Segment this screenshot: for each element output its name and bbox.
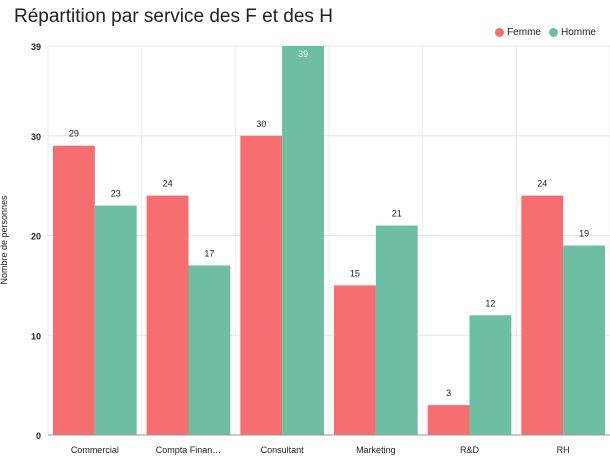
y-tick-label: 30 (31, 132, 41, 142)
data-label: 15 (350, 268, 360, 278)
data-label: 12 (485, 298, 495, 308)
bar-femme[interactable] (521, 195, 564, 435)
bar-homme[interactable] (563, 245, 605, 435)
data-label: 21 (392, 209, 402, 219)
bar-group (53, 46, 605, 435)
data-label: 3 (446, 388, 451, 398)
bar-homme[interactable] (188, 265, 231, 435)
data-label: 23 (111, 189, 121, 199)
x-tick-label: Compta Finan… (156, 445, 222, 455)
bar-homme[interactable] (94, 205, 137, 435)
bar-femme[interactable] (240, 135, 283, 435)
x-tick-label: R&D (460, 445, 480, 455)
legend-label-femme: Femme (507, 27, 541, 38)
data-labels: 29 23 24 17 30 39 15 21 3 12 24 19 (69, 49, 589, 398)
bar-homme[interactable] (282, 46, 324, 435)
legend-swatch-homme (548, 28, 558, 37)
x-tick-label: Marketing (356, 445, 396, 455)
y-axis: 0 10 20 30 39 (31, 42, 41, 441)
x-tick-label: Consultant (261, 445, 305, 455)
bar-femme[interactable] (334, 285, 376, 435)
chart-title: Répartition par service des F et des H (14, 6, 333, 27)
y-tick-label: 0 (36, 431, 41, 441)
legend-label-homme: Homme (560, 27, 596, 38)
data-label: 17 (204, 248, 214, 258)
bar-femme[interactable] (427, 405, 470, 435)
x-axis: Commercial Compta Finan… Consultant Marketi… (48, 434, 610, 455)
data-label: 24 (163, 179, 173, 189)
y-tick-label: 39 (31, 42, 41, 52)
legend-swatch-femme (495, 28, 505, 37)
y-axis-label: Nombre de personnes (0, 195, 9, 285)
data-label: 24 (537, 179, 547, 189)
x-tick-label: Commercial (71, 445, 119, 455)
data-label: 30 (256, 119, 266, 129)
grid-lines (47, 45, 610, 436)
bar-homme[interactable] (375, 225, 418, 435)
chart-legend: Femme Homme (487, 27, 596, 38)
bar-femme[interactable] (146, 195, 189, 435)
y-tick-label: 20 (31, 232, 41, 242)
y-tick-label: 10 (31, 331, 41, 341)
data-label: 19 (579, 228, 589, 238)
data-label: 39 (298, 49, 308, 59)
data-label: 29 (69, 129, 79, 139)
legend-item-homme[interactable]: Homme (548, 27, 596, 38)
bar-homme[interactable] (469, 315, 512, 435)
bar-femme[interactable] (53, 145, 95, 435)
legend-item-femme[interactable]: Femme (495, 27, 541, 38)
x-tick-label: RH (557, 445, 570, 455)
